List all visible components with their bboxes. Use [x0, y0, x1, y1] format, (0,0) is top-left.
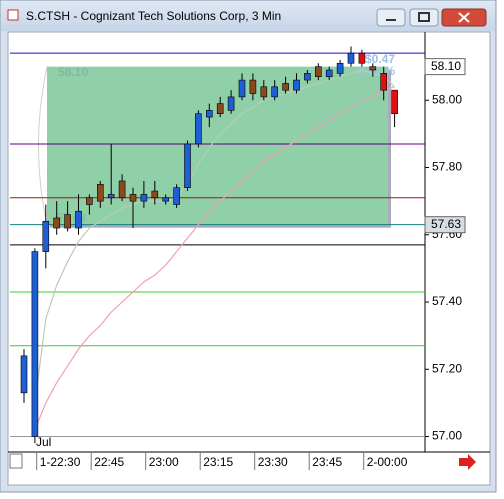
minimize-button[interactable] — [376, 8, 406, 27]
moving-average — [34, 69, 396, 403]
moving-average — [34, 86, 395, 431]
candle-body — [336, 62, 344, 74]
price-marker — [424, 58, 466, 76]
candle-body — [140, 194, 148, 202]
y-tick-label: 57.80 — [432, 160, 462, 174]
price-marker — [424, 216, 466, 234]
candle-body — [358, 52, 366, 64]
x-tick-label: 23:45 — [312, 455, 342, 469]
range-high-label: 58.10 — [58, 65, 88, 79]
candle-body — [184, 143, 191, 188]
y-tick-label: 58.00 — [432, 92, 462, 106]
candle-body — [282, 83, 289, 91]
candle-body — [380, 73, 388, 91]
candle-body — [107, 194, 115, 199]
month-label: Jul — [36, 435, 51, 449]
y-tick-label: 57.40 — [432, 294, 462, 308]
app-icon — [7, 9, 19, 21]
candle-body — [347, 52, 355, 64]
close-icon — [458, 12, 470, 23]
x-tick-label: 23:15 — [203, 455, 233, 469]
maximize-button[interactable] — [409, 8, 439, 27]
candle-body — [42, 221, 50, 252]
candle-body — [64, 214, 71, 229]
window-title: S.CTSH - Cognizant Tech Solutions Corp, … — [26, 9, 281, 23]
candle-body — [173, 187, 180, 205]
x-tick-label: 23:30 — [258, 455, 288, 469]
x-tick-label: 2-00:00 — [367, 455, 408, 469]
y-tick-label: 57.20 — [432, 361, 462, 375]
candle-body — [293, 79, 300, 91]
candle-body — [20, 355, 28, 394]
range-low-label: 57.63 — [56, 211, 86, 225]
candle-body — [206, 110, 213, 118]
candle-body — [216, 103, 224, 115]
x-tick-label: 23:00 — [149, 455, 179, 469]
candle-body — [238, 79, 246, 98]
candle-body — [31, 251, 39, 437]
candle-body — [391, 89, 398, 115]
scroll-arrow[interactable] — [459, 454, 476, 470]
range-change: $0.47 — [365, 52, 395, 66]
x-tick-label: 22:45 — [94, 455, 124, 469]
candle-body — [162, 197, 169, 202]
toolbar-box[interactable] — [9, 453, 23, 469]
candle-body — [195, 113, 202, 145]
candle-body — [249, 79, 257, 94]
y-tick-label: 57.00 — [432, 429, 462, 443]
candle-body — [129, 194, 137, 202]
candle-body — [227, 96, 235, 111]
candle-body — [151, 190, 159, 199]
candle-body — [304, 73, 311, 81]
range-arc — [38, 66, 48, 225]
maximize-icon — [418, 12, 430, 22]
candle-body — [118, 180, 126, 199]
candle-body — [53, 217, 61, 229]
x-tick-label: 1-22:30 — [40, 455, 81, 469]
candle-body — [97, 184, 104, 202]
candle-body — [75, 210, 82, 229]
price-marker-label: 58.10 — [431, 59, 461, 73]
candle-body — [271, 86, 279, 98]
candle-body — [325, 69, 333, 78]
candle-body — [369, 66, 377, 71]
candle-body — [86, 197, 93, 205]
candle-body — [314, 66, 322, 78]
range-box — [47, 66, 388, 225]
candle-body — [260, 86, 268, 98]
price-marker-label: 57.63 — [431, 217, 461, 231]
